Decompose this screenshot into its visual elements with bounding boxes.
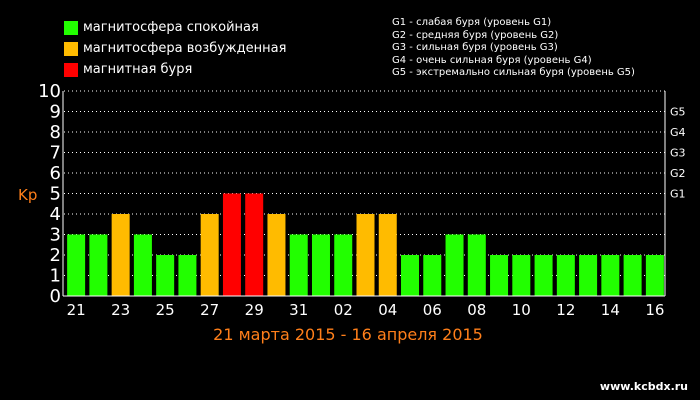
bar — [178, 255, 197, 296]
storm-level-tick-labels: G1 G2 G3 G4 G5 — [670, 106, 686, 201]
bars — [67, 193, 664, 296]
bar — [579, 255, 598, 296]
storm-level-g5: G5 - экстремально сильная буря (уровень … — [392, 67, 635, 78]
bar — [601, 255, 620, 296]
site-watermark: www.kcbdx.ru — [599, 380, 688, 393]
x-tick-label: 27 — [200, 301, 219, 319]
bar — [67, 234, 86, 296]
y-tick-label: 9 — [50, 102, 61, 123]
bar — [645, 255, 664, 296]
storm-level-tick: G4 — [670, 126, 686, 139]
bar — [200, 214, 219, 296]
legend-label-quiet: магнитосфера спокойная — [83, 20, 259, 35]
bar — [556, 255, 575, 296]
bar — [378, 214, 397, 296]
storm-level-g1: G1 - слабая буря (уровень G1) — [392, 17, 552, 28]
y-tick-label: 8 — [50, 122, 61, 143]
x-tick-label: 14 — [601, 301, 620, 319]
y-tick-label: 1 — [50, 266, 61, 287]
storm-level-tick: G2 — [670, 167, 686, 180]
x-axis-label: 21 марта 2015 - 16 апреля 2015 — [213, 325, 483, 344]
storm-level-g3: G3 - сильная буря (уровень G3) — [392, 42, 558, 53]
bar — [311, 234, 330, 296]
legend-swatch-excited — [64, 41, 78, 56]
axes — [62, 91, 666, 297]
legend-item-storm: магнитная буря — [64, 59, 286, 80]
x-tick-label: 04 — [378, 301, 397, 319]
bar — [334, 234, 353, 296]
x-tick-label: 12 — [556, 301, 575, 319]
bar — [222, 193, 241, 296]
storm-level-tick: G3 — [670, 147, 686, 160]
x-tick-label: 16 — [645, 301, 664, 319]
x-tick-labels: 21 23 25 27 29 31 02 04 06 08 10 12 14 16 — [67, 301, 665, 319]
legend-item-excited: магнитосфера возбужденная — [64, 38, 286, 59]
legend-label-excited: магнитосфера возбужденная — [83, 41, 287, 56]
x-tick-label: 08 — [467, 301, 486, 319]
bar — [89, 234, 108, 296]
y-axis-label: Kp — [18, 186, 37, 204]
x-tick-label: 02 — [334, 301, 353, 319]
x-tick-label: 25 — [156, 301, 175, 319]
bar — [534, 255, 553, 296]
legend-swatch-storm — [64, 62, 78, 77]
legend-item-quiet: магнитосфера спокойная — [64, 17, 286, 38]
storm-level-tick: G1 — [670, 188, 686, 201]
x-tick-label: 10 — [512, 301, 531, 319]
bar — [401, 255, 420, 296]
bar — [623, 255, 642, 296]
storm-level-g2: G2 - средняя буря (уровень G2) — [392, 29, 559, 41]
y-tick-label: 2 — [50, 245, 61, 266]
bar — [356, 214, 375, 296]
x-tick-label: 23 — [111, 301, 130, 319]
legend-swatch-quiet — [64, 20, 78, 35]
bar — [512, 255, 531, 296]
bar — [267, 214, 286, 296]
bar — [289, 234, 308, 296]
bar — [423, 255, 442, 296]
y-tick-label: 0 — [50, 286, 61, 307]
storm-level-g4: G4 - очень сильная буря (уровень G4) — [392, 54, 592, 66]
storm-level-legend: G1 - слабая буря (уровень G1) G2 - средн… — [392, 17, 635, 80]
y-tick-label: 7 — [50, 143, 61, 164]
bar — [245, 193, 264, 296]
bar — [133, 234, 152, 296]
legend-label-storm: магнитная буря — [83, 62, 193, 77]
x-tick-label: 06 — [423, 301, 442, 319]
bar — [156, 255, 175, 296]
bar — [445, 234, 464, 296]
x-tick-label: 29 — [245, 301, 264, 319]
bar — [490, 255, 509, 296]
y-tick-label: 10 — [38, 81, 61, 102]
y-tick-label: 6 — [50, 163, 61, 184]
y-tick-label: 5 — [50, 184, 61, 205]
y-tick-label: 4 — [50, 204, 61, 225]
y-tick-label: 3 — [50, 225, 61, 246]
bar — [111, 214, 130, 296]
bar — [467, 234, 486, 296]
x-tick-label: 31 — [289, 301, 308, 319]
storm-level-tick: G5 — [670, 106, 686, 119]
status-legend: магнитосфера спокойная магнитосфера возб… — [64, 17, 286, 80]
x-tick-label: 21 — [67, 301, 86, 319]
